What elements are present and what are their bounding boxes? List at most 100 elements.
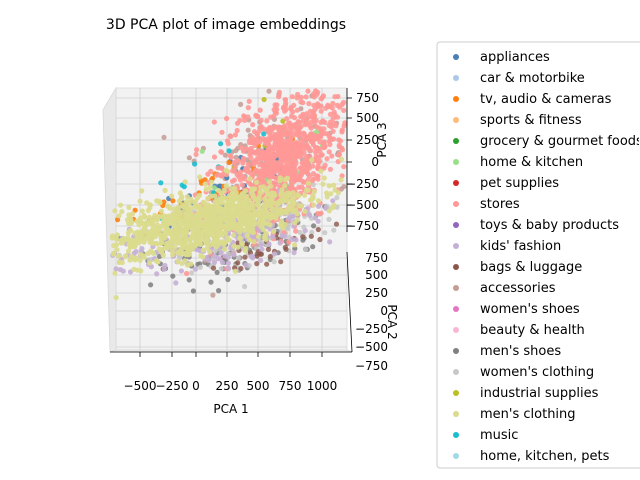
scatter-point (223, 183, 229, 189)
scatter-point (322, 119, 328, 126)
scatter-point (279, 218, 285, 224)
scatter-point (151, 224, 157, 230)
legend-item: car & motorbike (453, 71, 585, 86)
scatter-point (282, 132, 288, 138)
scatter-point (336, 137, 342, 143)
legend-item: grocery & gourmet foods (453, 134, 639, 149)
scatter-point (266, 142, 272, 148)
scatter-point (339, 173, 345, 179)
legend-item: tv, audio & cameras (453, 92, 612, 107)
scatter-point (132, 242, 138, 248)
legend-item: women's shoes (453, 302, 580, 317)
scatter-point (266, 179, 272, 185)
scatter-point (254, 139, 260, 145)
scatter-point (198, 253, 204, 259)
scatter-point (276, 89, 282, 95)
scatter-point (196, 192, 203, 198)
scatter-point (272, 167, 278, 173)
scatter-point (112, 208, 118, 214)
scatter-point (216, 288, 222, 294)
scatter-point (273, 181, 279, 187)
scatter-point (183, 199, 189, 205)
scatter-point (242, 188, 249, 194)
scatter-point (278, 259, 284, 265)
scatter-point (315, 218, 321, 224)
scatter-point (292, 246, 298, 252)
scatter-point (167, 205, 173, 211)
scatter-point (302, 208, 308, 214)
scatter-point (222, 152, 228, 158)
legend-item: accessories (453, 281, 556, 296)
scatter-point (217, 216, 224, 222)
scatter-point (258, 257, 264, 263)
scatter-point (247, 176, 253, 182)
scatter-point (315, 89, 321, 95)
scatter-point (322, 143, 328, 149)
scatter-point (190, 232, 196, 239)
scatter-point (225, 141, 231, 147)
scatter-point (134, 267, 141, 273)
scatter-point (317, 139, 323, 145)
scatter-point (113, 295, 119, 301)
legend-label: pet supplies (480, 176, 559, 191)
scatter-point (188, 261, 194, 267)
scatter-point (300, 114, 306, 120)
scatter-point (339, 147, 346, 153)
scatter-point (309, 229, 315, 235)
legend-marker (453, 180, 459, 186)
scatter-point (291, 132, 297, 138)
x-tick-label: 1000 (307, 379, 338, 393)
scatter-point (141, 239, 147, 245)
scatter-point (241, 147, 247, 153)
scatter-point (265, 126, 271, 132)
scatter-point (182, 241, 188, 247)
scatter-point (256, 168, 262, 174)
scatter-point (305, 180, 312, 186)
scatter-point (309, 113, 315, 119)
scatter-point (211, 259, 218, 265)
scatter-point (111, 250, 117, 256)
scatter-point (308, 233, 314, 239)
scatter-point (109, 233, 116, 239)
scatter-point (160, 252, 166, 258)
scatter-point (248, 189, 254, 195)
scatter-point (114, 232, 120, 238)
scatter-point (335, 93, 341, 100)
scatter-point (223, 207, 229, 213)
scatter-point (296, 203, 302, 209)
scatter-point (265, 220, 271, 227)
scatter-point (294, 95, 300, 101)
scatter-point (284, 116, 290, 122)
scatter-point (238, 265, 244, 272)
scatter-point (306, 135, 312, 141)
scatter-point (223, 167, 229, 173)
scatter-point (184, 229, 190, 235)
scatter-point (116, 253, 122, 259)
left-pane (102, 86, 117, 353)
scatter-point (264, 261, 270, 267)
scatter-point (132, 257, 138, 263)
scatter-point (310, 171, 316, 177)
scatter-point (119, 209, 125, 215)
y-tick-label: 750 (365, 251, 388, 265)
scatter-point (282, 182, 288, 189)
scatter-point (321, 175, 327, 181)
scatter-point (228, 133, 234, 140)
scatter-point (265, 191, 271, 197)
legend-label: bags & luggage (480, 260, 582, 275)
scatter-point (251, 239, 257, 245)
scatter-point (283, 142, 289, 148)
scatter-point (190, 288, 196, 294)
scatter-point (305, 187, 311, 193)
scatter-point (247, 151, 253, 158)
z-tick-label: −250 (346, 177, 379, 191)
legend-marker (453, 117, 459, 123)
scatter-point (311, 202, 317, 208)
scatter-point (338, 177, 344, 183)
scatter-point (213, 201, 219, 207)
scatter-point (246, 98, 252, 104)
scatter-point (286, 203, 292, 209)
legend-marker (453, 75, 459, 81)
scatter-point (227, 224, 233, 230)
